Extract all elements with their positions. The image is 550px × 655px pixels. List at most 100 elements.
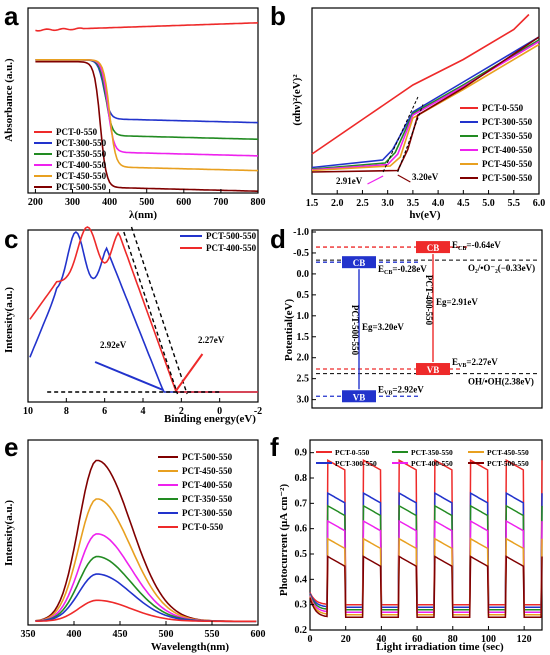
legend-label: PCT-0-550 <box>482 103 524 113</box>
ecb-500-label-value: =-0.28eV <box>392 264 427 274</box>
y-tick-label: -1.0 <box>293 227 309 238</box>
legend-label: PCT-0-550 <box>335 448 370 457</box>
x-tick-label: 5.0 <box>482 198 495 209</box>
x-tick-label: 2.0 <box>331 198 344 209</box>
legend-label: PCT-500-550 <box>487 459 529 468</box>
panel-a-series-line <box>35 58 259 124</box>
x-tick-label: 6 <box>102 406 107 417</box>
ecb-400-label-value: =-0.64eV <box>466 240 501 250</box>
x-tick-label: 400 <box>102 197 117 208</box>
y-tick-label: 0.3 <box>295 600 308 611</box>
panel-b-xticks: 1.5 2.0 2.5 3.0 3.5 4.0 4.5 5.0 5.5 6.0 <box>306 190 546 209</box>
panel-b-curves <box>311 13 540 185</box>
legend-label: PCT-400-550 <box>206 243 257 253</box>
x-tick-label: 300 <box>65 197 80 208</box>
ecb-400-label-subscript: CB <box>458 246 466 252</box>
panel-e-xticks: 350 400 450 500 550 600 <box>21 621 266 640</box>
x-tick-label: 600 <box>176 197 191 208</box>
evb-500-label-subscript: VB <box>384 390 392 396</box>
panel-e-ylabel: Intensity(a.u.) <box>3 500 15 566</box>
panel-e-legend: PCT-500-550 PCT-450-550 PCT-400-550 PCT-350… <box>158 452 233 532</box>
panel-d-band-diagram: O₂/•O⁻₂(−0.33eV) OH/•OH(2.38eV) CB VB CB VB Eg… <box>316 240 540 403</box>
x-tick-label: 500 <box>159 629 174 640</box>
panel-b-tangent <box>382 96 419 173</box>
panel-c-annotation-2.27: 2.27eV <box>198 335 225 345</box>
ecb-500-label-subscript: CB <box>384 270 392 276</box>
evb-400-label: EVB=2.27eV <box>452 357 498 369</box>
panel-b-arrow <box>397 174 411 183</box>
x-tick-label: 700 <box>213 197 228 208</box>
x-tick-label: 2 <box>179 406 184 417</box>
x-tick-label: 6.0 <box>533 198 546 209</box>
y-tick-label: 1.5 <box>297 332 310 343</box>
evb-500-label: EVB=2.92eV <box>378 384 424 396</box>
ecb-500-label: ECB=-0.28eV <box>378 264 427 276</box>
panel-e-xlabel: Wavelength(nm) <box>151 641 230 653</box>
panel-a-frame <box>27 7 259 194</box>
x-tick-label: 5.5 <box>508 198 521 209</box>
panel-a-letter: a <box>4 1 19 31</box>
legend-label: PCT-300-550 <box>482 117 533 127</box>
x-tick-label: 100 <box>481 634 496 645</box>
legend-label: PCT-400-550 <box>411 459 453 468</box>
vb-500-box <box>342 390 376 403</box>
y-tick-label: 0.5 <box>295 549 308 560</box>
panel-a-xticks: 200 300 400 500 600 700 800 <box>28 189 266 208</box>
panel-f-series-line <box>309 519 543 614</box>
y-tick-label: 0.9 <box>295 448 308 459</box>
panel-c-series-line <box>29 230 258 393</box>
panel-f-series-line <box>309 537 543 616</box>
panel-c-ylabel: Intensity(a.u.) <box>3 287 15 353</box>
x-tick-label: -2 <box>254 406 262 417</box>
panel-b-ylabel: (αhν)²(eV)² <box>291 74 303 126</box>
x-tick-label: 4.0 <box>432 198 445 209</box>
cb-500-label: CB <box>353 258 366 268</box>
x-tick-label: 500 <box>139 197 154 208</box>
x-tick-label: 0 <box>217 406 222 417</box>
y-tick-label: 0.4 <box>295 574 308 585</box>
oh-level-label: OH/•OH(2.38eV) <box>468 377 534 387</box>
x-tick-label: 0 <box>308 634 313 645</box>
vb-500-label: VB <box>353 392 366 402</box>
panel-d-frame <box>311 229 543 409</box>
legend-label: PCT-350-550 <box>56 149 107 159</box>
legend-label: PCT-500-550 <box>182 452 233 462</box>
legend-label: PCT-450-550 <box>56 171 107 181</box>
panel-f-series-line <box>309 504 543 611</box>
panel-e-curves <box>35 459 257 623</box>
x-tick-label: 60 <box>412 634 422 645</box>
legend-label: PCT-450-550 <box>182 466 233 476</box>
gap-400-label: Eg=2.91eV <box>436 297 478 307</box>
x-tick-label: 120 <box>517 634 532 645</box>
x-tick-label: 80 <box>448 634 458 645</box>
cb-500-box <box>342 256 376 269</box>
x-tick-label: 400 <box>67 629 82 640</box>
y-tick-label: -0.5 <box>293 248 309 259</box>
y-tick-label: 0.5 <box>297 290 310 301</box>
y-tick-label: 2.0 <box>297 353 310 364</box>
panel-e-frame <box>27 439 259 626</box>
panel-c-letter: c <box>4 224 18 254</box>
y-tick-label: 0.2 <box>295 625 308 636</box>
panel-f-ticks: 0 20 40 60 80 100 120 0.2 0.3 0.4 0.5 0.6 0.7 0.8 0.9 <box>295 448 532 645</box>
panel-a-series-line <box>35 22 259 32</box>
legend-label: PCT-500-550 <box>56 182 107 192</box>
panel-b-annotation-3.20: 3.20eV <box>412 172 439 182</box>
panel-b-arrow <box>367 175 384 185</box>
cb-400-box <box>416 241 450 254</box>
panel-b-letter: b <box>270 1 286 31</box>
legend-label: PCT-500-550 <box>206 231 257 241</box>
panel-c-series-line <box>29 226 258 393</box>
evb-500-label-value: =2.92eV <box>392 384 424 394</box>
series-500-label: PCT-500-550 <box>350 305 360 356</box>
legend-label: PCT-0-550 <box>182 522 224 532</box>
legend-label: PCT-350-550 <box>411 448 453 457</box>
ecb-400-label: ECB=-0.64eV <box>452 240 501 252</box>
evb-400-label-value: =2.27eV <box>466 357 498 367</box>
legend-label: PCT-400-550 <box>182 480 233 490</box>
series-400-label: PCT-400-550 <box>424 275 434 326</box>
y-tick-label: 0.7 <box>295 498 308 509</box>
panel-d-letter: d <box>270 224 286 254</box>
panel-a-curves <box>35 22 259 192</box>
